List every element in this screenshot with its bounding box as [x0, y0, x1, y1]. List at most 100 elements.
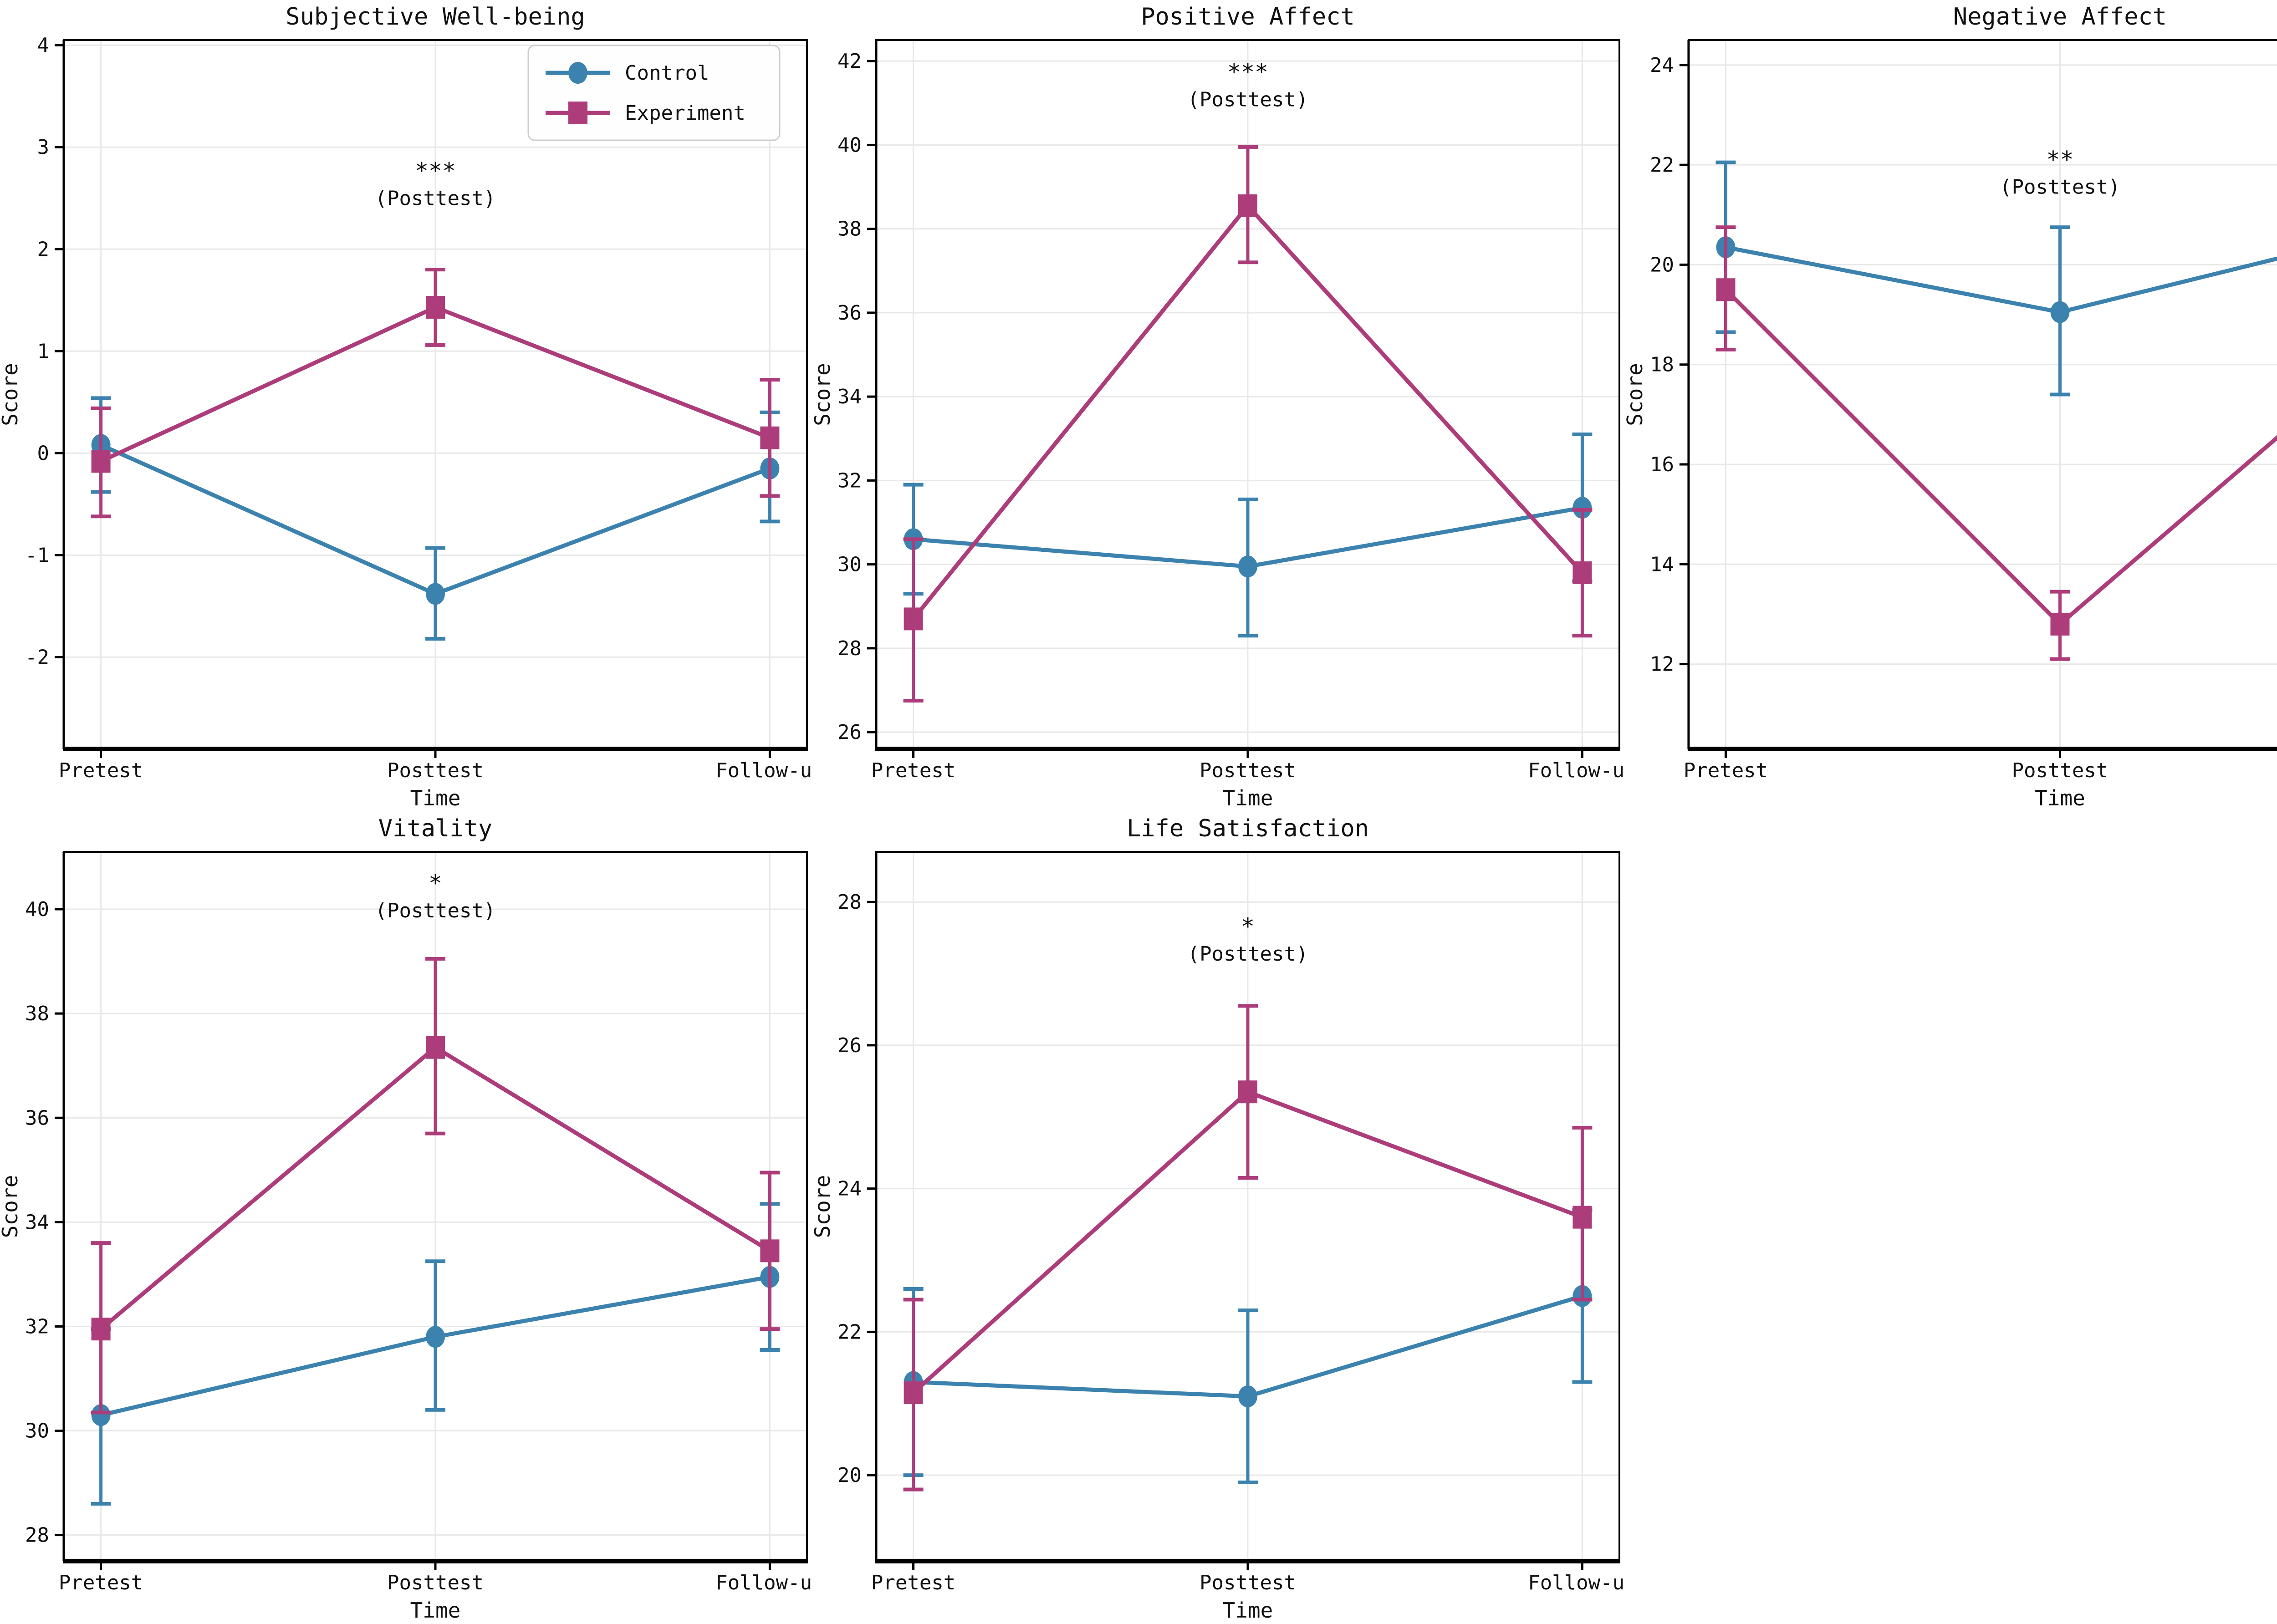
y-tick-label: 14	[1650, 553, 1674, 576]
tick-marks	[867, 901, 1583, 1570]
y-tick-label: 24	[837, 1177, 862, 1201]
panel-title: Life Satisfaction	[1127, 815, 1369, 842]
y-axis-label: Score	[812, 363, 835, 426]
y-tick-label: 22	[837, 1320, 862, 1344]
x-tick-label: Follow-up	[715, 1571, 812, 1594]
significance-label: (Posttest)	[375, 899, 496, 922]
legend: Control Experiment	[527, 45, 781, 141]
square-marker	[760, 426, 780, 449]
legend-square-marker	[568, 102, 587, 124]
y-tick-label: 30	[837, 553, 862, 576]
square-marker	[426, 1036, 445, 1059]
y-tick-label: 34	[837, 385, 862, 408]
square-marker	[2050, 612, 2070, 636]
y-tick-label: 36	[25, 1106, 49, 1130]
significance-label: (Posttest)	[2000, 176, 2120, 199]
y-tick-label: 16	[1650, 453, 1674, 476]
y-tick-label: 3	[37, 136, 50, 159]
x-tick-label: Follow-up	[1528, 759, 1625, 782]
y-tick-label: 38	[837, 218, 862, 241]
y-axis-label: Score	[812, 1175, 835, 1238]
significance-label: (Posttest)	[1188, 942, 1308, 966]
significance-label: (Posttest)	[1188, 88, 1308, 112]
panel-negative-affect-chart: 12141618202224PretestPosttestFollow-upNe…	[1625, 0, 2277, 812]
square-marker	[760, 1239, 780, 1263]
y-tick-label: 24	[1650, 54, 1674, 77]
square-marker	[1238, 1080, 1257, 1104]
panel-background	[812, 0, 1625, 812]
y-tick-label: 12	[1650, 653, 1674, 676]
y-tick-label: 0	[37, 442, 50, 465]
x-tick-label: Pretest	[59, 1571, 143, 1594]
y-tick-label: 36	[837, 301, 862, 325]
tick-marks	[55, 908, 771, 1570]
y-tick-label: 28	[837, 891, 862, 914]
significance-stars: ***	[1227, 59, 1268, 86]
circle-marker	[1572, 497, 1592, 519]
panel-negative-affect: 12141618202224PretestPosttestFollow-upNe…	[1625, 0, 2277, 812]
y-tick-label: 28	[25, 1524, 49, 1547]
significance-stars: *	[1241, 913, 1255, 940]
significance-label: (Posttest)	[375, 187, 496, 210]
x-tick-label: Pretest	[1684, 759, 1768, 782]
significance-stars: ***	[415, 158, 456, 184]
y-axis-label: Score	[0, 363, 22, 426]
y-axis-label: Score	[0, 1175, 22, 1238]
x-tick-label: Posttest	[387, 759, 484, 782]
series-experiment	[91, 268, 780, 519]
x-axis-label: Time	[410, 786, 461, 810]
y-tick-label: 2	[37, 238, 50, 261]
panel-title: Vitality	[378, 815, 492, 842]
y-tick-label: 4	[37, 34, 50, 57]
panel-vitality-chart: 28 30 32 34 36 38 40 Pretest Posttest Follow-up Vi…	[0, 812, 812, 1624]
x-axis-label: Time	[1223, 786, 1273, 810]
panel-title: Positive Affect	[1141, 3, 1355, 31]
y-tick-label: 34	[25, 1211, 49, 1234]
x-axis-label: Time	[1223, 1598, 1273, 1623]
circle-marker	[91, 1404, 111, 1426]
y-tick-label: 40	[25, 898, 49, 921]
y-tick-label: -1	[25, 544, 49, 567]
square-marker	[904, 607, 923, 631]
panel-subjective-well-being: -2 -1 0 1 2 3 4 Pretest Posttest Follow-up Subject…	[0, 0, 812, 812]
x-tick-label: Posttest	[2012, 759, 2109, 782]
square-marker	[426, 295, 445, 319]
tick-marks	[867, 60, 1583, 758]
circle-marker	[426, 583, 445, 605]
tick-marks	[55, 44, 771, 758]
circle-marker	[2050, 301, 2070, 323]
square-marker	[1572, 561, 1592, 585]
panel-title: Subjective Well-being	[286, 3, 585, 31]
panel-title: Negative Affect	[1953, 3, 2167, 31]
x-tick-label: Posttest	[387, 1571, 484, 1594]
x-tick-label: Posttest	[1200, 1571, 1296, 1594]
panel-life-satisfaction: 20 22 24 26 28 Pretest Posttest Follow-up Life S…	[812, 812, 1625, 1624]
series-experiment	[1715, 225, 2277, 661]
square-marker	[91, 450, 111, 473]
legend-label: Control	[625, 61, 709, 85]
series-control	[903, 433, 1593, 638]
panel-vitality: 28 30 32 34 36 38 40 Pretest Posttest Follow-up Vi…	[0, 812, 812, 1624]
significance-stars: *	[429, 870, 442, 896]
y-axis-label: Score	[1625, 363, 1647, 426]
empty-cell	[1625, 812, 2277, 1624]
tick-marks	[1679, 64, 2061, 758]
series-experiment	[903, 145, 1593, 703]
significance-stars: **	[2046, 147, 2073, 173]
panel-background	[812, 812, 1625, 1624]
panel-background	[1625, 0, 2277, 812]
y-tick-label: 32	[837, 469, 862, 492]
x-tick-label: Posttest	[1200, 759, 1296, 782]
square-marker	[1716, 278, 1736, 301]
panel-life-satisfaction-chart: 20 22 24 26 28 Pretest Posttest Follow-up Life S…	[812, 812, 1625, 1624]
y-tick-label: 20	[1650, 253, 1674, 276]
y-tick-label: 30	[25, 1420, 49, 1443]
y-tick-label: 38	[25, 1002, 49, 1025]
x-axis-label: Time	[410, 1598, 461, 1623]
series-experiment	[91, 957, 780, 1415]
y-tick-label: 26	[837, 721, 862, 744]
panel-positive-affect-chart: 26 28 30 32 34 36 38 40 42 Pretest Posttest Follow-…	[812, 0, 1625, 812]
circle-marker	[426, 1326, 445, 1348]
y-tick-label: 32	[25, 1315, 49, 1338]
